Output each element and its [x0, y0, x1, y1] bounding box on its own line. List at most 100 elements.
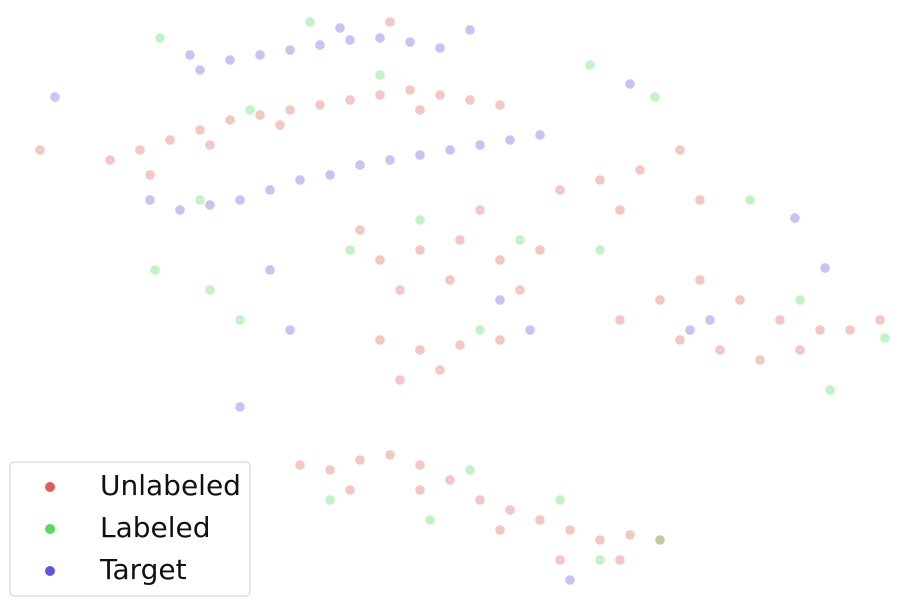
point — [234, 314, 246, 326]
legend-label: Target — [99, 553, 187, 586]
point — [414, 484, 426, 496]
point — [444, 144, 456, 156]
legend-marker — [45, 566, 55, 576]
point — [284, 104, 296, 116]
point — [534, 514, 546, 526]
point — [104, 154, 116, 166]
point — [174, 204, 186, 216]
point — [374, 334, 386, 346]
point — [714, 344, 726, 356]
point — [344, 484, 356, 496]
point — [204, 139, 216, 151]
point — [414, 104, 426, 116]
point — [284, 324, 296, 336]
point — [434, 42, 446, 54]
point — [794, 294, 806, 306]
point — [674, 144, 686, 156]
point — [504, 504, 516, 516]
point — [274, 119, 286, 131]
point — [624, 78, 636, 90]
point — [144, 169, 156, 181]
point — [314, 39, 326, 51]
point — [674, 334, 686, 346]
point — [794, 344, 806, 356]
point — [264, 264, 276, 276]
point — [234, 401, 246, 413]
point — [454, 234, 466, 246]
point — [194, 194, 206, 206]
point — [414, 344, 426, 356]
point — [374, 69, 386, 81]
point — [434, 89, 446, 101]
point — [344, 244, 356, 256]
point — [494, 254, 506, 266]
point — [424, 514, 436, 526]
point — [204, 199, 216, 211]
point — [504, 134, 516, 146]
point — [584, 59, 596, 71]
point — [294, 174, 306, 186]
point — [284, 44, 296, 56]
point — [554, 554, 566, 566]
point — [814, 324, 826, 336]
point — [564, 574, 576, 586]
point — [354, 159, 366, 171]
point — [654, 534, 666, 546]
point — [734, 294, 746, 306]
point — [744, 194, 756, 206]
point — [464, 24, 476, 36]
point — [654, 294, 666, 306]
point — [384, 154, 396, 166]
point — [344, 94, 356, 106]
point — [649, 91, 661, 103]
point — [444, 474, 456, 486]
point — [34, 144, 46, 156]
point — [344, 34, 356, 46]
legend-marker — [45, 482, 55, 492]
point — [324, 494, 336, 506]
point — [264, 184, 276, 196]
point — [144, 194, 156, 206]
point — [879, 332, 891, 344]
point — [564, 524, 576, 536]
point — [624, 529, 636, 541]
point — [754, 354, 766, 366]
point — [534, 129, 546, 141]
point — [324, 169, 336, 181]
point — [134, 144, 146, 156]
point — [184, 49, 196, 61]
point — [614, 204, 626, 216]
point — [394, 284, 406, 296]
point — [494, 334, 506, 346]
point — [494, 294, 506, 306]
point — [324, 464, 336, 476]
point — [819, 262, 831, 274]
point — [474, 204, 486, 216]
point — [149, 264, 161, 276]
point — [404, 36, 416, 48]
point — [154, 32, 166, 44]
point — [334, 22, 346, 34]
point — [474, 324, 486, 336]
legend-label: Labeled — [100, 511, 211, 544]
point — [374, 254, 386, 266]
point — [224, 114, 236, 126]
point — [474, 494, 486, 506]
point — [254, 49, 266, 61]
point — [434, 364, 446, 376]
point — [204, 284, 216, 296]
point — [464, 94, 476, 106]
plot-area — [34, 16, 891, 586]
point — [414, 459, 426, 471]
point — [694, 194, 706, 206]
point — [404, 84, 416, 96]
point — [494, 524, 506, 536]
point — [164, 134, 176, 146]
point — [194, 124, 206, 136]
point — [614, 554, 626, 566]
legend-marker — [45, 524, 55, 534]
point — [374, 89, 386, 101]
point — [554, 494, 566, 506]
point — [384, 16, 396, 28]
point — [294, 459, 306, 471]
